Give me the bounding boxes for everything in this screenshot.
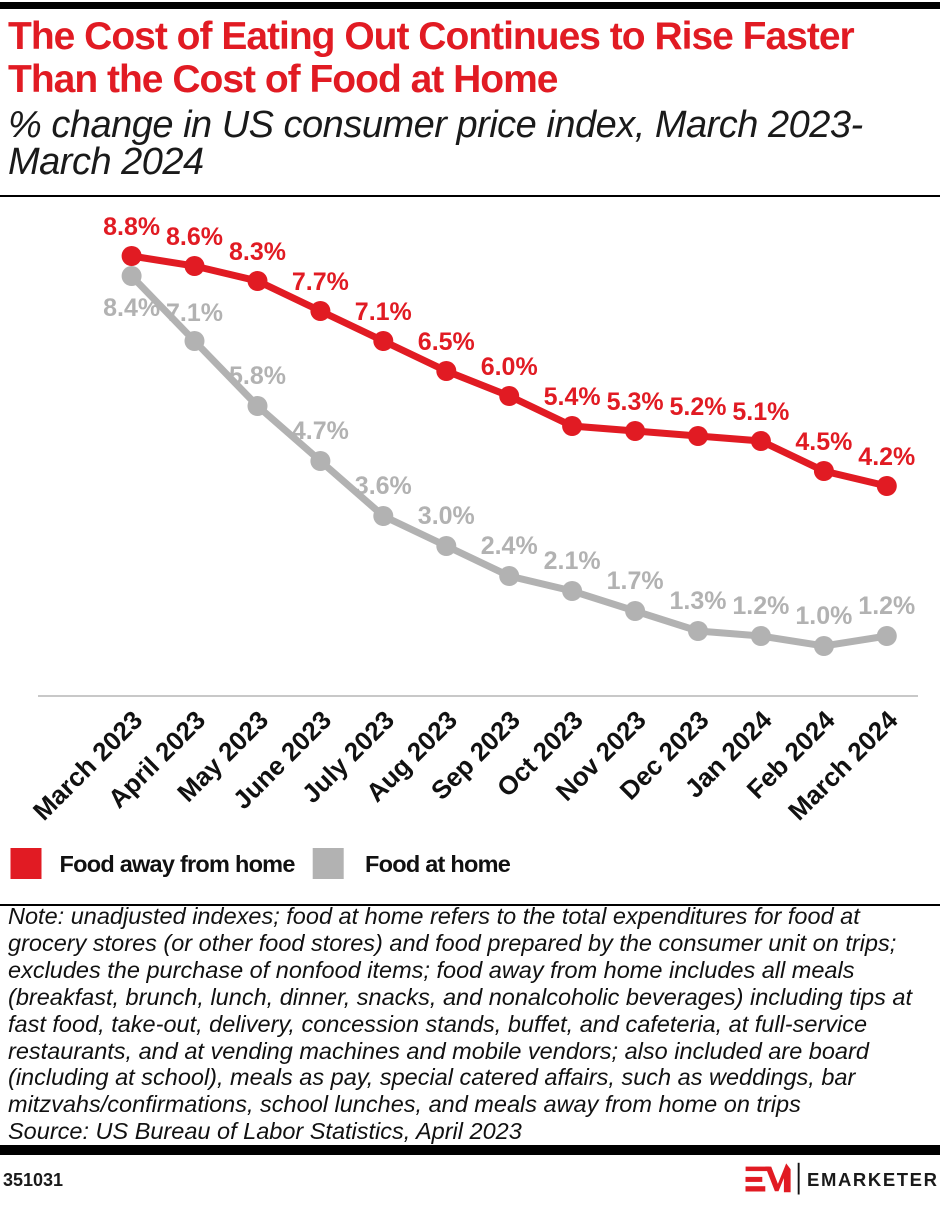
svg-text:7.7%: 7.7% bbox=[292, 268, 349, 296]
svg-text:Food away from home: Food away from home bbox=[60, 851, 296, 877]
svg-text:4.7%: 4.7% bbox=[292, 417, 349, 445]
svg-text:1.7%: 1.7% bbox=[607, 567, 664, 595]
svg-text:2.4%: 2.4% bbox=[481, 532, 538, 560]
svg-text:1.0%: 1.0% bbox=[795, 602, 852, 630]
svg-text:5.2%: 5.2% bbox=[670, 393, 727, 421]
svg-text:7.1%: 7.1% bbox=[355, 298, 412, 326]
svg-text:3.0%: 3.0% bbox=[418, 502, 475, 530]
svg-text:1.2%: 1.2% bbox=[858, 592, 915, 620]
svg-text:Food at home: Food at home bbox=[365, 851, 511, 877]
svg-text:2.1%: 2.1% bbox=[544, 547, 601, 575]
svg-text:8.4%: 8.4% bbox=[103, 294, 160, 322]
svg-text:8.6%: 8.6% bbox=[166, 223, 223, 251]
svg-text:3.6%: 3.6% bbox=[355, 472, 412, 500]
svg-text:5.1%: 5.1% bbox=[732, 398, 789, 426]
svg-text:4.2%: 4.2% bbox=[858, 443, 915, 471]
svg-text:1.2%: 1.2% bbox=[732, 592, 789, 620]
svg-text:6.0%: 6.0% bbox=[481, 353, 538, 381]
svg-text:8.3%: 8.3% bbox=[229, 238, 286, 266]
svg-text:5.4%: 5.4% bbox=[544, 383, 601, 411]
svg-text:7.1%: 7.1% bbox=[166, 299, 223, 327]
svg-text:4.5%: 4.5% bbox=[795, 428, 852, 456]
svg-text:5.3%: 5.3% bbox=[607, 388, 664, 416]
svg-text:1.3%: 1.3% bbox=[670, 587, 727, 615]
svg-text:5.8%: 5.8% bbox=[229, 362, 286, 390]
svg-text:8.8%: 8.8% bbox=[103, 213, 160, 241]
svg-text:6.5%: 6.5% bbox=[418, 328, 475, 356]
